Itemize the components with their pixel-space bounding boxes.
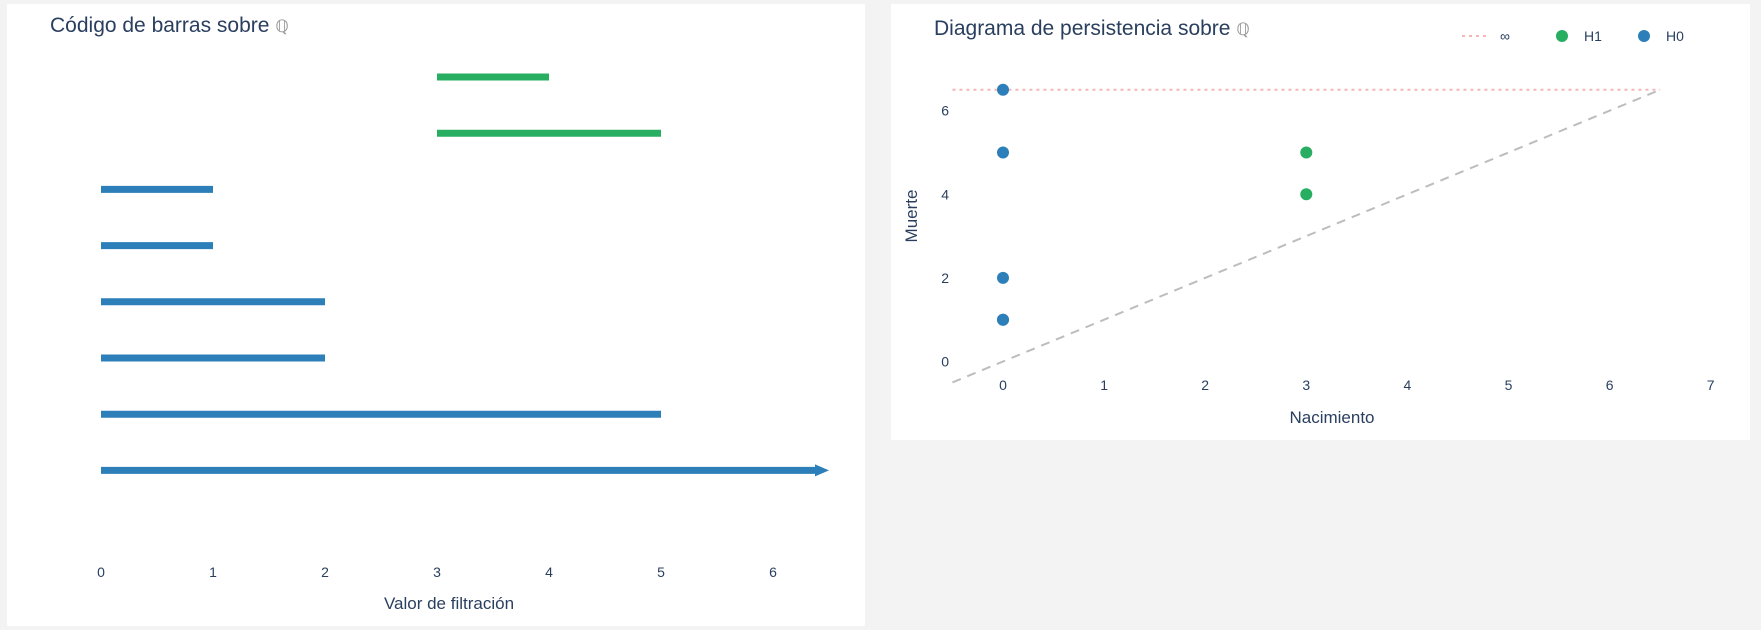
legend-h1-swatch <box>1556 30 1568 42</box>
barcode-x-tick: 2 <box>321 564 329 580</box>
persistence-x-axis-label: Nacimiento <box>1289 408 1374 427</box>
legend-label: H0 <box>1666 28 1684 44</box>
point-h0 <box>997 313 1009 326</box>
barcode-x-axis-label: Valor de filtración <box>384 594 514 613</box>
persistence-x-tick: 5 <box>1505 377 1513 393</box>
point-h1 <box>1300 146 1313 159</box>
persistence-y-tick: 0 <box>941 354 949 370</box>
legend-label: ∞ <box>1500 28 1510 44</box>
persistence-legend: ∞ H1 H0 <box>1462 28 1684 44</box>
persistence-diagram-chart: Diagrama de persistencia sobre ℚ 0 1 2 3 4 5 6… <box>902 17 1715 427</box>
diagonal-line <box>952 88 1661 384</box>
persistence-y-tick: 4 <box>941 186 949 202</box>
barcode-infinity-arrow <box>815 464 829 477</box>
barcode-title: Código de barras sobre ℚ <box>50 14 289 37</box>
persistence-x-tick: 0 <box>999 377 1007 393</box>
point-h0 <box>997 271 1009 284</box>
persistence-x-tick: 2 <box>1201 377 1209 393</box>
persistence-y-axis-label: Muerte <box>902 190 921 243</box>
persistence-y-tick: 2 <box>941 270 949 286</box>
point-h0 <box>997 83 1009 96</box>
persistence-x-tick: 6 <box>1606 377 1614 393</box>
persistence-y-tick: 6 <box>941 103 949 119</box>
persistence-x-tick: 7 <box>1707 377 1715 393</box>
persistence-x-tick: 4 <box>1404 377 1412 393</box>
barcode-chart: Código de barras sobre ℚ 0 1 2 3 4 5 6 Valor d… <box>50 14 829 613</box>
barcode-x-tick: 0 <box>97 564 105 580</box>
persistence-title: Diagrama de persistencia sobre ℚ <box>934 17 1250 40</box>
legend-label: H1 <box>1584 28 1602 44</box>
barcode-x-tick: 3 <box>433 564 441 580</box>
point-h1 <box>1300 188 1313 201</box>
barcode-x-tick: 5 <box>657 564 665 580</box>
barcode-x-tick: 1 <box>209 564 217 580</box>
barcode-x-tick: 4 <box>545 564 553 580</box>
barcode-x-tick: 6 <box>769 564 777 580</box>
persistence-x-tick: 1 <box>1100 377 1108 393</box>
persistence-x-tick: 3 <box>1302 377 1310 393</box>
legend-h0-swatch <box>1638 30 1650 42</box>
barcode-panel: Código de barras sobre ℚ 0 1 2 3 4 5 6 Valor d… <box>7 4 865 626</box>
point-h0 <box>997 146 1009 159</box>
persistence-diagram-panel: Diagrama de persistencia sobre ℚ 0 1 2 3 4 5 6… <box>891 4 1750 440</box>
